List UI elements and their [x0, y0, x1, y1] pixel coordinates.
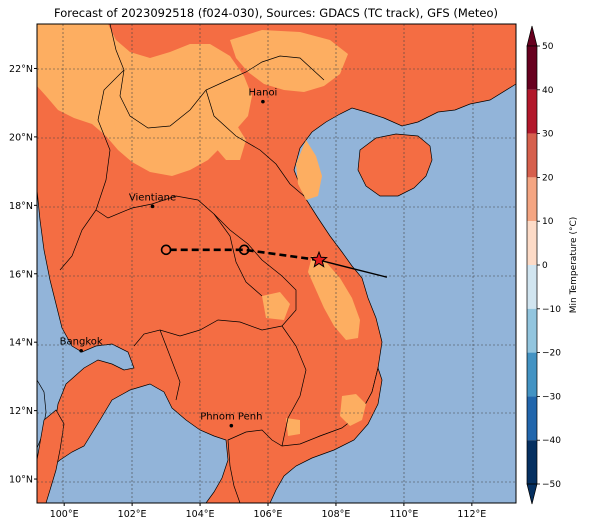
- colorbar-label: Min Temperature (°C): [569, 217, 579, 314]
- colorbar-tick-label: −30: [542, 392, 561, 402]
- forecast-position-marker: [160, 244, 172, 256]
- colorbar-segment: [527, 221, 537, 265]
- colorbar-segment: [527, 177, 537, 222]
- lon-tick-label: 102°E: [118, 509, 147, 520]
- current-storm-position-star: [310, 250, 328, 268]
- map-area: Hanoi Vientiane Bangkok Phnom Penh: [37, 24, 516, 503]
- forecast-position-marker: [238, 244, 250, 256]
- lat-tick-label: 18°N: [9, 201, 33, 212]
- colorbar-tick-label: 50: [542, 42, 554, 52]
- lat-tick-label: 12°N: [9, 406, 33, 417]
- colorbar-extend-bottom: [526, 483, 538, 505]
- colorbar-segment: [527, 265, 537, 309]
- city-label: Phnom Penh: [200, 412, 262, 423]
- colorbar-segment: [527, 89, 537, 134]
- colorbar-tick-label: 0: [542, 261, 548, 271]
- city-markers: Hanoi Vientiane Bangkok Phnom Penh: [60, 88, 277, 428]
- longitude-tick-labels: 100°E 102°E 104°E 106°E 108°E 110°E 112°E: [50, 503, 486, 520]
- colorbar-tick-label: −20: [542, 349, 561, 359]
- colorbar-tick-label: 10: [542, 217, 554, 227]
- forecast-storm-track: [166, 248, 320, 262]
- gulf-of-thailand: [37, 383, 229, 503]
- colorbar-segment: [527, 46, 537, 90]
- city-label: Hanoi: [248, 88, 277, 99]
- city-label: Vientiane: [129, 192, 176, 203]
- forecast-position-markers: [160, 244, 250, 256]
- lat-tick-label: 14°N: [9, 338, 33, 349]
- city-marker: [229, 423, 234, 428]
- lon-tick-label: 106°E: [254, 509, 283, 520]
- lat-tick-label: 16°N: [9, 269, 33, 280]
- lon-tick-label: 104°E: [186, 509, 215, 520]
- lat-tick-label: 10°N: [9, 475, 33, 486]
- current-position-star: [310, 250, 328, 268]
- country-borders: [59, 24, 325, 447]
- lat-tick-label: 20°N: [9, 132, 33, 143]
- city-label: Bangkok: [60, 337, 103, 348]
- lat-tick-label: 22°N: [9, 64, 33, 75]
- observed-storm-track: [318, 259, 388, 278]
- city-marker: [261, 99, 265, 104]
- colorbar-segment: [527, 308, 537, 353]
- map-title: Forecast of 2023092518 (f024-030), Sourc…: [54, 6, 498, 20]
- colorbar-extend-top: [526, 25, 538, 47]
- colorbar-tick-label: −40: [542, 436, 561, 446]
- colorbar-tick-label: −10: [542, 305, 561, 315]
- lon-tick-label: 100°E: [50, 509, 79, 520]
- colorbar: 50 40 30 20 10 0 −10 −20 −30 −40 −50: [526, 25, 561, 505]
- lon-tick-label: 110°E: [389, 509, 418, 520]
- lon-tick-label: 112°E: [457, 509, 486, 520]
- colorbar-segment: [527, 396, 537, 441]
- colorbar-segment: [527, 133, 537, 178]
- hainan-island: [357, 133, 433, 197]
- colorbar-tick-label: 20: [542, 173, 554, 183]
- latitude-tick-labels: 22°N 20°N 18°N 16°N 14°N 12°N 10°N: [9, 64, 37, 486]
- colorbar-tick-label: 30: [542, 130, 554, 140]
- colorbar-segment: [527, 352, 537, 397]
- map-frame: [36, 23, 517, 504]
- colorbar-tick-label: 40: [542, 86, 554, 96]
- city-marker: [79, 348, 83, 353]
- colorbar-segment: [527, 440, 537, 484]
- city-marker: [150, 204, 155, 209]
- land-malay-peninsula: [37, 409, 65, 503]
- lon-tick-label: 108°E: [322, 509, 351, 520]
- colorbar-tick-label: −50: [542, 480, 561, 490]
